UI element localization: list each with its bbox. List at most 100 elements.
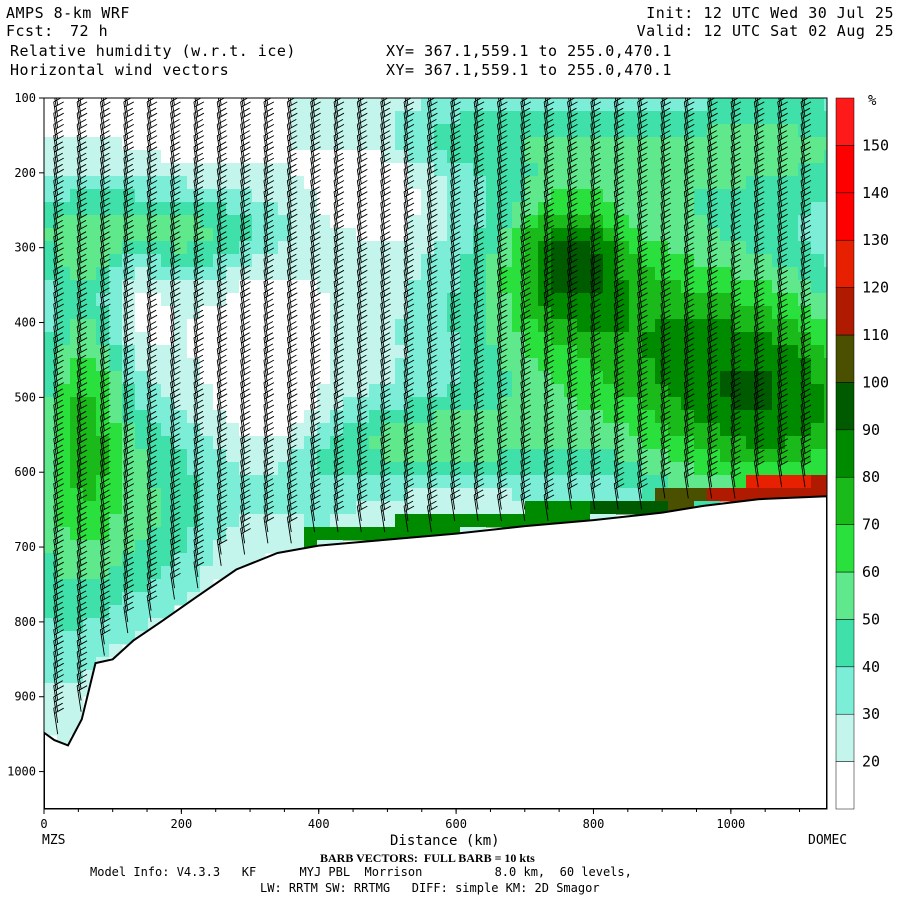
rh-cell [252, 163, 266, 177]
rh-cell [759, 384, 773, 398]
wind-barb-column [473, 98, 485, 521]
rh-cell [694, 202, 708, 216]
rh-cell [148, 267, 162, 281]
rh-cell [83, 475, 97, 489]
rh-cell [460, 189, 474, 203]
rh-cell [486, 98, 500, 112]
rh-cell [551, 345, 565, 359]
rh-cell [278, 280, 292, 294]
rh-cell [668, 306, 682, 320]
colorbar-swatch [835, 334, 855, 383]
rh-cell [577, 176, 591, 190]
rh-cell [135, 605, 149, 619]
rh-cell [720, 306, 734, 320]
rh-cell [135, 111, 149, 125]
rh-cell [655, 306, 669, 320]
rh-cell [135, 423, 149, 437]
rh-cell [317, 345, 331, 359]
rh-cell [291, 111, 305, 125]
rh-cell [200, 137, 214, 151]
rh-cell [109, 436, 123, 450]
rh-cell [57, 592, 71, 606]
rh-cell [83, 358, 97, 372]
rh-cell [109, 293, 123, 307]
rh-cell [291, 332, 305, 346]
rh-cell [616, 319, 630, 333]
rh-cell [174, 293, 188, 307]
rh-cell [785, 163, 799, 177]
rh-cell [460, 371, 474, 385]
rh-cell [57, 202, 71, 216]
rh-cell [824, 358, 827, 372]
rh-cell [343, 397, 357, 411]
rh-cell [343, 449, 357, 463]
rh-cell [551, 124, 565, 138]
rh-cell [213, 228, 227, 242]
rh-cell [70, 605, 84, 619]
rh-cell [96, 644, 110, 658]
wind-barb-column [660, 98, 672, 499]
rh-cell [603, 267, 617, 281]
rh-cell [213, 306, 227, 320]
rh-cell [785, 189, 799, 203]
rh-cell [83, 202, 97, 216]
rh-cell [291, 462, 305, 476]
rh-cell [447, 345, 461, 359]
rh-cell [343, 514, 357, 528]
rh-cell [252, 137, 266, 151]
rh-cell [174, 306, 188, 320]
rh-cell [577, 228, 591, 242]
rh-cell [291, 280, 305, 294]
rh-cell [239, 553, 253, 567]
rh-cell [499, 215, 513, 229]
rh-cell [551, 163, 565, 177]
rh-cell [317, 501, 331, 515]
rh-cell [525, 501, 539, 515]
rh-cell [83, 98, 97, 112]
rh-cell [343, 98, 357, 112]
rh-cell [252, 254, 266, 268]
rh-cell [577, 319, 591, 333]
rh-cell [720, 358, 734, 372]
rh-cell [252, 501, 266, 515]
rh-cell [213, 566, 227, 580]
rh-cell [824, 397, 827, 411]
rh-cell [525, 293, 539, 307]
rh-cell [694, 475, 708, 489]
rh-cell [811, 358, 825, 372]
rh-cell [148, 189, 162, 203]
rh-cell [785, 215, 799, 229]
rh-cell [720, 202, 734, 216]
rh-cell [785, 436, 799, 450]
rh-cell [668, 345, 682, 359]
rh-cell [83, 540, 97, 554]
rh-cell [343, 306, 357, 320]
rh-cell [252, 449, 266, 463]
rh-cell [668, 137, 682, 151]
rh-cell [200, 319, 214, 333]
rh-cell [135, 566, 149, 580]
rh-cell [57, 514, 71, 528]
rh-cell [135, 449, 149, 463]
rh-cell [200, 241, 214, 255]
rh-cell [343, 423, 357, 437]
rh-cell [811, 228, 825, 242]
rh-cell [668, 436, 682, 450]
rh-cell [369, 527, 383, 541]
rh-cell [330, 254, 344, 268]
rh-cell [200, 176, 214, 190]
rh-cell [408, 501, 422, 515]
rh-cell [785, 410, 799, 424]
rh-cell [200, 332, 214, 346]
rh-cell [200, 98, 214, 112]
rh-cell [174, 579, 188, 593]
rh-cell [434, 124, 448, 138]
rh-cell [759, 124, 773, 138]
terrain-profile [44, 495, 827, 809]
valid-time: Valid: 12 UTC Sat 02 Aug 25 [636, 22, 894, 40]
rh-cell [382, 384, 396, 398]
rh-cell [382, 176, 396, 190]
rh-cell [200, 345, 214, 359]
rh-cell [603, 462, 617, 476]
rh-cell [226, 475, 240, 489]
